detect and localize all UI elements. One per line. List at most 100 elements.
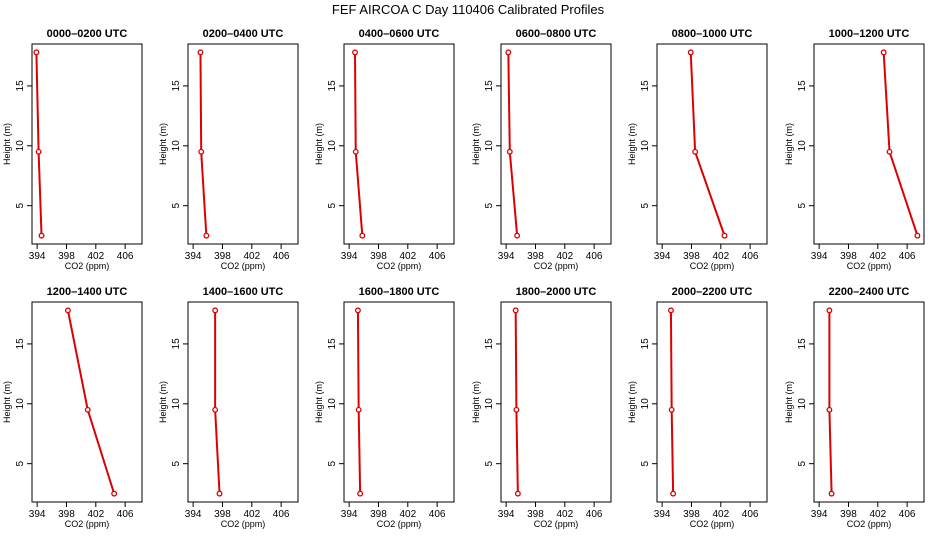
profile-point [828,490,835,497]
panel-title: 1400–1600 UTC [203,286,284,298]
y-axis-label: Height (m) [471,381,481,423]
x-tick-label: 406 [273,509,290,520]
x-tick-label: 402 [87,251,104,262]
y-tick-label: 5 [15,460,26,466]
y-axis-label: Height (m) [158,123,168,165]
x-axis-label: CO2 (ppm) [847,519,892,529]
x-tick-label: 398 [840,509,857,520]
x-tick-label: 406 [586,251,603,262]
x-tick-label: 398 [683,509,700,520]
profile-panel: 1400–1600 UTC 394 398 402 406 5 10 15 CO2 (ppm) H… [158,286,299,529]
plot-frame [187,43,299,245]
profile-point [667,307,674,314]
profile-point [33,49,40,56]
x-tick-label: 406 [586,509,603,520]
x-tick-label: 394 [341,509,358,520]
x-tick-label: 402 [399,251,416,262]
profile-point [216,490,223,497]
profile-point [203,232,210,239]
profile-panel: 2000–2200 UTC 394 398 402 406 5 10 15 CO2 (ppm) H… [627,286,768,529]
profile-point [355,406,362,413]
y-tick-label: 15 [327,80,338,92]
y-tick-label: 15 [171,80,182,92]
profile-point [826,406,833,413]
panels-container: 0000–0200 UTC 394 398 402 406 5 10 15 CO2 (ppm) H… [2,28,925,529]
profile-point [880,49,887,56]
profile-line-segment [86,409,116,494]
y-tick-label: 15 [171,338,182,350]
profile-point [197,49,204,56]
profile-point [198,148,205,155]
x-axis-label: CO2 (ppm) [65,519,110,529]
x-axis-label: CO2 (ppm) [534,261,579,271]
y-tick-label: 10 [484,140,495,152]
profile-line-segment [507,52,511,152]
x-axis-label: CO2 (ppm) [65,261,110,271]
panel-title: 2000–2200 UTC [672,286,753,298]
profile-point [38,232,45,239]
profile-panel: 0800–1000 UTC 394 398 402 406 5 10 15 CO2 (ppm) H… [627,28,768,271]
x-tick-label: 398 [840,251,857,262]
x-axis-label: CO2 (ppm) [221,261,266,271]
y-tick-label: 10 [15,140,26,152]
x-tick-label: 394 [654,509,671,520]
profile-panel: 0200–0400 UTC 394 398 402 406 5 10 15 CO2 (ppm) H… [158,28,299,271]
profile-line-segment [694,151,726,236]
x-tick-label: 398 [683,251,700,262]
y-axis-label: Height (m) [784,381,794,423]
profile-point [212,406,219,413]
y-tick-label: 15 [327,338,338,350]
profile-point [84,406,91,413]
plot-frame [187,301,299,503]
y-tick-label: 10 [327,398,338,410]
panel-title: 1600–1800 UTC [359,286,440,298]
y-tick-label: 15 [15,80,26,92]
profile-line-segment [37,151,43,236]
profile-point [514,490,521,497]
x-tick-label: 402 [243,509,260,520]
figure-title: FEF AIRCOA C Day 110406 Calibrated Profi… [332,2,605,17]
y-tick-label: 5 [797,202,808,208]
y-tick-label: 15 [797,80,808,92]
profile-point [35,148,42,155]
profile-point [668,406,675,413]
profile-point [513,406,520,413]
plot-frame [500,43,612,245]
panel-title: 1200–1400 UTC [47,286,128,298]
panel-title: 0400–0600 UTC [359,28,440,40]
panel-title: 1000–1200 UTC [829,28,910,40]
profile-point [359,232,366,239]
x-tick-label: 394 [29,509,46,520]
x-tick-label: 406 [117,509,134,520]
panel-title: 2200–2400 UTC [829,286,910,298]
y-tick-label: 10 [484,398,495,410]
profile-line-segment [888,151,919,236]
x-axis-label: CO2 (ppm) [221,519,266,529]
y-axis-label: Height (m) [471,123,481,165]
profile-point [352,49,358,56]
profile-line-segment [356,310,360,410]
x-tick-label: 406 [429,251,446,262]
x-tick-label: 402 [869,251,886,262]
plot-frame [813,43,925,245]
profile-panel: 0400–0600 UTC 394 398 402 406 5 10 15 CO2 (ppm) H… [314,28,455,271]
plot-frame [500,301,612,503]
y-tick-label: 5 [171,460,182,466]
x-axis-label: CO2 (ppm) [847,261,892,271]
plot-frame [813,301,925,503]
profile-line-segment [514,310,518,410]
x-tick-label: 402 [87,509,104,520]
profile-line-segment [669,310,673,410]
y-tick-label: 5 [171,202,182,208]
profile-panel: 1000–1200 UTC 394 398 402 406 5 10 15 CO2 (ppm) H… [784,28,925,271]
profile-point [721,232,728,239]
y-axis-label: Height (m) [627,381,637,423]
profile-line-segment [357,409,362,494]
y-tick-label: 10 [640,140,651,152]
x-tick-label: 398 [527,509,544,520]
y-axis-label: Height (m) [2,381,12,423]
x-tick-label: 394 [185,509,202,520]
y-tick-label: 10 [797,398,808,410]
profile-point [357,490,364,497]
y-tick-label: 5 [640,460,651,466]
